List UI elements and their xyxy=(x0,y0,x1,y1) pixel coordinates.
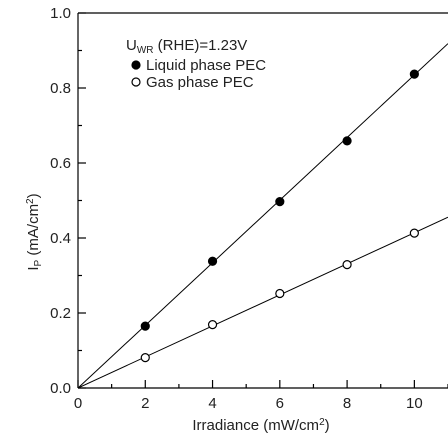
fit-line-liquid xyxy=(77,43,448,389)
x-tick-label: 4 xyxy=(208,395,216,412)
x-tick-label: 8 xyxy=(343,395,351,412)
x-tick-label: 2 xyxy=(141,395,149,412)
y-tick-label: 1.0 xyxy=(50,5,71,22)
x-ticks: 0 2 4 6 8 10 xyxy=(74,380,448,412)
y-tick-label: 0.8 xyxy=(50,80,71,97)
x-tick-label: 6 xyxy=(276,395,284,412)
data-point-gas xyxy=(342,260,352,270)
data-point-gas xyxy=(207,320,218,330)
legend-marker-open xyxy=(131,77,141,87)
data-point-gas xyxy=(140,353,150,363)
data-point-liquid xyxy=(140,321,150,331)
y-tick-label: 0.6 xyxy=(50,155,71,172)
y-tick-label: 0.0 xyxy=(50,380,71,397)
data-point-liquid xyxy=(342,136,352,146)
data-point-liquid xyxy=(275,197,285,207)
fit-lines xyxy=(77,43,448,389)
data-point-liquid xyxy=(207,256,218,266)
x-tick-label: 10 xyxy=(406,395,423,412)
legend-marker-filled xyxy=(131,60,141,70)
x-tick-label: 0 xyxy=(74,395,82,412)
y-tick-label: 0.2 xyxy=(50,305,71,322)
y-axis-label: IP (mA/cm2) xyxy=(25,193,44,270)
legend: UWR (RHE)=1.23V Liquid phase PEC Gas pha… xyxy=(126,37,266,91)
y-ticks: 0.0 0.2 0.4 0.6 0.8 1.0 xyxy=(50,5,86,397)
data-point-liquid xyxy=(409,69,419,79)
legend-item-gas: Gas phase PEC xyxy=(146,74,254,91)
x-axis-label: Irradiance (mW/cm2) xyxy=(192,417,329,434)
legend-item-liquid: Liquid phase PEC xyxy=(146,57,266,74)
fit-line-gas xyxy=(77,216,448,389)
data-point-gas xyxy=(409,228,419,238)
data-point-gas xyxy=(275,288,285,299)
data-points xyxy=(140,69,419,363)
legend-condition: UWR (RHE)=1.23V xyxy=(126,37,247,56)
y-tick-label: 0.4 xyxy=(50,230,71,247)
